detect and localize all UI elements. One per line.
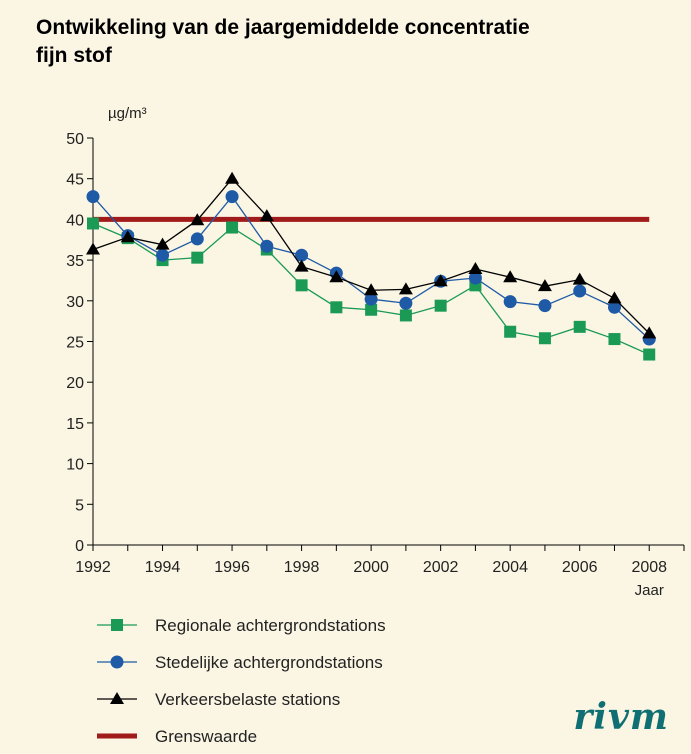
data-point bbox=[608, 333, 621, 346]
data-point bbox=[398, 282, 413, 295]
data-point bbox=[572, 272, 587, 285]
legend-entry: Grenswaarde bbox=[97, 727, 257, 746]
axes: 0 5 10 15 20 25 30 35 40 45 50 1992 1994 1996 1998 2000… bbox=[66, 105, 685, 599]
data-point bbox=[226, 221, 239, 234]
data-point bbox=[365, 303, 378, 316]
data-point bbox=[434, 299, 447, 312]
rivm-logo: rivm bbox=[573, 696, 669, 738]
data-point bbox=[86, 242, 100, 255]
y-tick-label: 15 bbox=[66, 416, 84, 433]
data-point bbox=[260, 239, 274, 253]
data-point bbox=[642, 326, 657, 339]
data-point bbox=[538, 299, 552, 313]
x-tick-label: 2004 bbox=[492, 559, 528, 576]
legend-label: Stedelijke achtergrondstations bbox=[155, 653, 383, 672]
x-axis-label: Jaar bbox=[635, 582, 664, 599]
y-tick-label: 10 bbox=[66, 457, 84, 474]
data-point bbox=[468, 262, 483, 275]
y-tick-label: 20 bbox=[66, 375, 84, 392]
data-point bbox=[537, 279, 552, 292]
data-point bbox=[294, 259, 309, 272]
data-point bbox=[399, 296, 413, 310]
legend-marker bbox=[111, 619, 123, 631]
data-point bbox=[87, 217, 99, 230]
data-point bbox=[155, 237, 170, 250]
y-tick-label: 5 bbox=[75, 497, 84, 514]
legend-label: Regionale achtergrondstations bbox=[155, 616, 386, 635]
legend-marker bbox=[110, 655, 124, 669]
data-point bbox=[190, 232, 204, 246]
legend-entry: Stedelijke achtergrondstations bbox=[97, 653, 383, 672]
legend-label: Grenswaarde bbox=[155, 727, 257, 746]
x-tick-label: 2002 bbox=[423, 559, 459, 576]
x-tick-label: 1998 bbox=[284, 559, 320, 576]
x-tick-label: 1996 bbox=[214, 559, 250, 576]
data-point bbox=[156, 248, 170, 262]
chart-title: Ontwikkeling van de jaargemiddelde conce… bbox=[36, 14, 656, 70]
data-point bbox=[330, 301, 343, 314]
data-point bbox=[503, 295, 517, 309]
x-tick-label: 1994 bbox=[145, 559, 181, 576]
data-point bbox=[503, 270, 518, 283]
data-point bbox=[433, 274, 448, 287]
data-point bbox=[538, 332, 551, 345]
series-layer bbox=[86, 171, 657, 361]
data-point bbox=[364, 292, 378, 306]
data-point bbox=[225, 190, 239, 204]
x-tick-label: 2006 bbox=[562, 559, 598, 576]
y-tick-label: 30 bbox=[66, 294, 84, 311]
data-point bbox=[329, 270, 344, 283]
y-tick-label: 50 bbox=[66, 131, 84, 148]
legend: Regionale achtergrondstations Stedelijke … bbox=[97, 616, 386, 746]
y-tick-label: 45 bbox=[66, 172, 84, 189]
series-1 bbox=[86, 190, 656, 346]
data-point bbox=[190, 213, 205, 226]
y-tick-label: 40 bbox=[66, 212, 84, 229]
data-point bbox=[120, 230, 135, 243]
data-point bbox=[225, 171, 240, 184]
data-point bbox=[573, 320, 586, 333]
data-point bbox=[573, 284, 587, 298]
data-point bbox=[295, 279, 308, 292]
data-point bbox=[607, 291, 622, 304]
legend-marker bbox=[110, 692, 124, 704]
x-tick-label: 1992 bbox=[75, 559, 111, 576]
y-tick-label: 35 bbox=[66, 253, 84, 270]
data-point bbox=[191, 251, 204, 264]
data-point bbox=[504, 325, 517, 338]
legend-label: Verkeersbelaste stations bbox=[155, 690, 340, 709]
x-tick-label: 2008 bbox=[631, 559, 667, 576]
y-tick-label: 25 bbox=[66, 335, 84, 352]
data-point bbox=[364, 283, 379, 296]
data-point bbox=[607, 300, 621, 314]
data-point bbox=[259, 209, 274, 222]
data-point bbox=[295, 248, 309, 262]
x-tick-label: 2000 bbox=[353, 559, 389, 576]
series-2 bbox=[86, 171, 657, 339]
data-point bbox=[86, 190, 100, 204]
data-point bbox=[399, 309, 412, 322]
data-point bbox=[643, 348, 656, 361]
y-tick-label: 0 bbox=[75, 538, 84, 555]
y-axis-unit: µg/m³ bbox=[108, 105, 147, 122]
legend-entry: Verkeersbelaste stations bbox=[97, 690, 340, 709]
data-point bbox=[468, 271, 482, 285]
chart-title-line1: Ontwikkeling van de jaargemiddelde conce… bbox=[36, 16, 530, 39]
chart-title-line2: fijn stof bbox=[36, 44, 112, 67]
legend-entry: Regionale achtergrondstations bbox=[97, 616, 386, 635]
